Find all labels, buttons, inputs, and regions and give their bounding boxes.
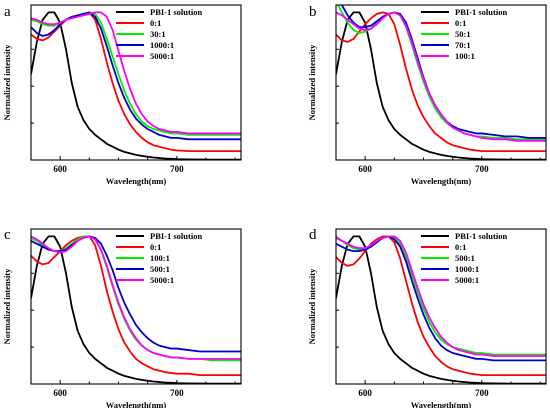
- y-axis-label: Normalized intensity: [307, 268, 317, 345]
- legend-label: 0:1: [455, 18, 466, 28]
- plot-frame: [335, 4, 547, 161]
- x-tick-label: 600: [53, 388, 67, 398]
- legend-label: 5000:1: [150, 51, 174, 61]
- legend-label: PBI-1 solution: [150, 7, 202, 17]
- x-axis-label: Wavelength(nm): [106, 400, 167, 408]
- series-line-3: [31, 235, 241, 353]
- x-tick-label: 700: [170, 388, 184, 398]
- panel-letter: d: [309, 227, 317, 243]
- series-line-3: [31, 11, 241, 141]
- legend-label: 1000:1: [455, 264, 479, 274]
- y-axis-label: Normalized intensity: [2, 268, 12, 345]
- series-line-4: [336, 11, 546, 142]
- x-axis-label: Wavelength(nm): [106, 176, 167, 186]
- x-tick-label: 700: [170, 164, 184, 174]
- x-tick-label: 600: [358, 164, 372, 174]
- x-tick-label: 600: [53, 164, 67, 174]
- plot-frame: [30, 4, 242, 161]
- x-axis-label: Wavelength(nm): [411, 176, 472, 186]
- legend-label: 30:1: [150, 29, 166, 39]
- series-line-4: [31, 235, 241, 360]
- legend-label: 0:1: [455, 242, 466, 252]
- legend-label: 50:1: [455, 29, 471, 39]
- panel-letter: a: [4, 4, 11, 20]
- x-tick-label: 700: [475, 164, 489, 174]
- series-line-3: [336, 235, 546, 362]
- legend-label: PBI-1 solution: [455, 7, 507, 17]
- legend-label: PBI-1 solution: [455, 231, 507, 241]
- legend-label: 1000:1: [150, 40, 174, 50]
- legend-label: 0:1: [150, 242, 161, 252]
- plot-frame: [30, 228, 242, 385]
- plot-frame: [335, 228, 547, 385]
- series-line-2: [337, 5, 546, 141]
- panel-letter: b: [309, 4, 317, 20]
- series-line-1: [336, 235, 546, 377]
- series-lines: [31, 235, 241, 384]
- legend-label: 100:1: [455, 51, 475, 61]
- x-axis-label: Wavelength(nm): [411, 400, 472, 408]
- legend-label: PBI-1 solution: [150, 231, 202, 241]
- legend-label: 70:1: [455, 40, 471, 50]
- legend-label: 100:1: [150, 253, 170, 263]
- legend-label: 0:1: [150, 18, 161, 28]
- series-line-4: [31, 11, 241, 135]
- legend-label: 5000:1: [455, 275, 479, 285]
- y-axis-label: Normalized intensity: [2, 44, 12, 121]
- legend-label: 500:1: [150, 264, 170, 274]
- series-line-4: [336, 235, 546, 357]
- legend-label: 5000:1: [150, 275, 174, 285]
- series-line-1: [31, 11, 241, 153]
- y-axis-label: Normalized intensity: [307, 44, 317, 121]
- legend-label: 500:1: [455, 253, 475, 263]
- series-line-1: [336, 11, 546, 153]
- x-tick-label: 600: [358, 388, 372, 398]
- x-tick-label: 700: [475, 388, 489, 398]
- panel-letter: c: [4, 227, 11, 243]
